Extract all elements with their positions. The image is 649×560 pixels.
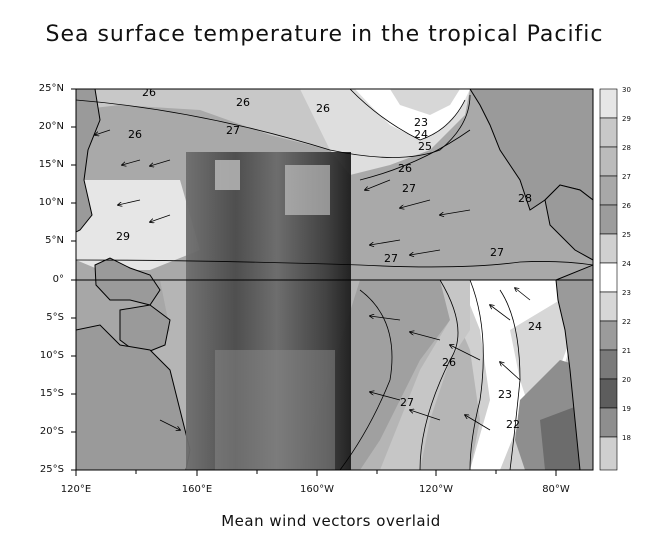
map-area: 26 26 26 27 23 24 25 26 27 26 29 28 27 2… <box>76 86 593 470</box>
contour-label: 24 <box>528 320 542 333</box>
wind-arrow <box>150 214 171 222</box>
contour-labels: 26 26 26 27 23 24 25 26 27 26 29 28 27 2… <box>116 86 542 431</box>
lat-label: 20°N <box>38 121 64 132</box>
wind-arrow <box>95 129 111 135</box>
wind-arrow <box>500 362 521 381</box>
lat-label: 15°N <box>38 159 64 170</box>
contour-label: 26 <box>236 96 250 109</box>
lat-label: 5°S <box>46 312 64 323</box>
sst-cold-tongue-23 <box>510 300 570 410</box>
lat-label: 10°S <box>39 350 64 361</box>
land-borneo <box>94 257 161 306</box>
colorbar-label: 22 <box>622 318 631 326</box>
lat-label: 0° <box>52 274 64 285</box>
contour-label: 27 <box>384 252 398 265</box>
sst-warm-pool <box>76 180 200 270</box>
satellite-cloud <box>285 165 330 215</box>
colorbar-label: 28 <box>622 144 631 152</box>
wind-arrow <box>150 159 171 166</box>
colorbar-label: 21 <box>622 347 631 355</box>
wind-arrow <box>410 410 441 421</box>
wind-arrow <box>122 159 141 165</box>
wind-vectors <box>95 129 531 431</box>
contour-label: 26 <box>142 86 156 99</box>
contour-label: 23 <box>414 116 428 129</box>
contour-label: 27 <box>226 124 240 137</box>
lat-label: 5°N <box>45 235 64 246</box>
lon-label: 160°W <box>300 484 334 495</box>
land-australia <box>76 324 191 470</box>
wind-arrow <box>159 419 180 430</box>
wind-arrow <box>370 316 401 321</box>
sst-band-23 <box>390 89 460 115</box>
lat-label: 10°N <box>38 197 64 208</box>
satellite-cloud <box>215 160 240 190</box>
contour-label: 22 <box>506 418 520 431</box>
lat-label: 25°N <box>38 83 64 94</box>
wind-arrow <box>370 392 401 401</box>
lon-label: 120°W <box>419 484 453 495</box>
axis-ticks <box>71 88 557 476</box>
colorbar-label: 30 <box>622 86 631 94</box>
map-subtitle: Mean wind vectors overlaid <box>221 512 441 530</box>
wind-arrow <box>370 239 401 245</box>
colorbar-label: 18 <box>622 434 631 442</box>
contour-label: 23 <box>498 388 512 401</box>
wind-arrow <box>450 345 481 361</box>
lat-label: 25°S <box>39 464 64 475</box>
wind-arrow <box>400 199 431 208</box>
colorbar-label: 27 <box>622 173 631 181</box>
wind-arrow <box>410 249 441 255</box>
contour-label: 26 <box>128 128 142 141</box>
colorbar <box>599 88 618 471</box>
colorbar-label: 19 <box>622 405 631 413</box>
contour-label: 27 <box>402 182 416 195</box>
wind-arrow <box>440 209 471 215</box>
lat-label: 20°S <box>39 426 64 437</box>
wind-arrow <box>365 179 391 190</box>
wind-arrow <box>490 305 511 321</box>
sst-contours <box>76 89 593 470</box>
wind-arrow <box>118 199 141 205</box>
colorbar-label: 24 <box>622 260 631 268</box>
contour-label: 27 <box>490 246 504 259</box>
wind-arrow <box>515 288 531 301</box>
contour-label: 29 <box>116 230 130 243</box>
lon-label: 80°W <box>542 484 570 495</box>
colorbar-label: 29 <box>622 115 631 123</box>
sst-band-26-south <box>380 280 470 470</box>
wind-arrow <box>410 332 441 341</box>
contour-label: 26 <box>398 162 412 175</box>
land-central-america <box>544 184 593 261</box>
land-south-america <box>555 264 593 470</box>
contour-label: 24 <box>414 128 428 141</box>
colorbar-label: 23 <box>622 289 631 297</box>
wind-arrow <box>465 415 491 431</box>
satellite-haze <box>215 350 335 470</box>
colorbar-label: 26 <box>622 202 631 210</box>
land-asia <box>76 89 101 233</box>
colorbar-label: 25 <box>622 231 631 239</box>
contour-label: 26 <box>316 102 330 115</box>
land-mexico <box>469 89 593 211</box>
lon-label: 120°E <box>60 484 92 495</box>
lon-label: 160°E <box>181 484 213 495</box>
contour-label: 25 <box>418 140 432 153</box>
colorbar-label: 20 <box>622 376 631 384</box>
land-new-guinea <box>119 304 171 356</box>
contour-label: 28 <box>518 192 532 205</box>
contour-label: 27 <box>400 396 414 409</box>
map-title: Sea surface temperature in the tropical … <box>45 22 604 47</box>
lat-label: 15°S <box>39 388 64 399</box>
contour-label: 26 <box>442 356 456 369</box>
